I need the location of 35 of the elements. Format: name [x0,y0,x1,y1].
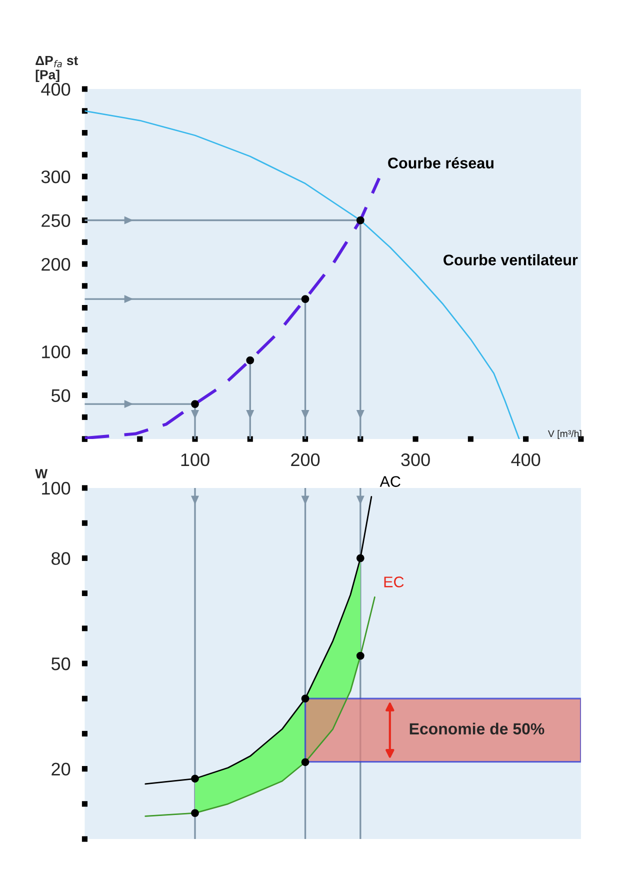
point [191,809,199,817]
y-tick-label: 400 [41,82,70,96]
y-tick-label: 100 [42,345,70,358]
point [301,758,310,766]
x-tick-label: 100 [181,453,210,466]
annotation: Economie de 50% [410,722,544,734]
point [191,400,199,408]
y-axis-title: W [35,469,48,478]
series-label: AC [380,476,400,487]
series-label: Courbe réseau [388,157,494,168]
series-label: EC [384,576,404,588]
y-tick-label: 80 [52,552,70,565]
x-tick-label: 300 [401,453,430,466]
y-tick-label: 50 [51,657,70,670]
y-tick-label: 100 [42,482,70,495]
x-axis-title: V [m³/h] [548,430,582,440]
y-tick-label: 250 [42,214,70,227]
line-series [144,496,372,785]
y-axis-title: ΔP$_{fa}$ st [Pa] [36,56,78,82]
series-label: Courbe ventilateur [444,254,578,266]
y-tick-label: 200 [42,258,70,271]
point [246,356,254,364]
y-tick-label: 20 [52,762,70,776]
point [301,295,310,303]
point [356,216,364,224]
y-tick-label: 300 [41,170,70,184]
line-series [84,176,381,440]
point [356,652,364,660]
line-series [144,596,376,817]
x-tick-label: 400 [511,453,540,466]
y-tick-label: 50 [51,389,70,402]
x-tick-label: 200 [291,453,320,466]
point [191,774,199,783]
point [301,694,310,703]
point [356,554,364,562]
